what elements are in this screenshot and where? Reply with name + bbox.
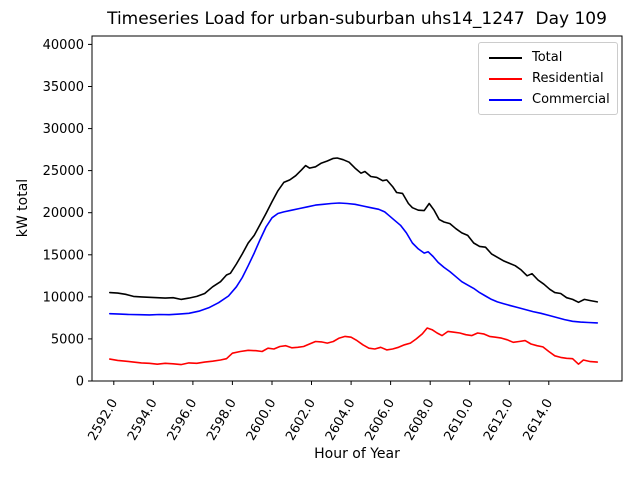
legend-line-sample	[489, 56, 522, 59]
legend: Total Residential Commercial	[478, 42, 618, 115]
y-tick-label: 25000	[43, 164, 84, 179]
y-tick-label: 0	[76, 375, 84, 390]
axes-spines	[91, 35, 623, 382]
legend-line-sample	[489, 77, 522, 80]
y-axis-label: kW total	[15, 178, 31, 238]
y-tick-label: 10000	[43, 290, 84, 305]
series-line-commercial	[109, 202, 599, 324]
x-tick-label: 2594.0	[125, 397, 161, 444]
legend-label: Commercial	[532, 92, 610, 107]
x-tick-label: 2600.0	[244, 397, 280, 444]
series-line-total	[109, 157, 599, 304]
legend-entry-residential: Residential	[489, 72, 607, 85]
x-tick-label: 2610.0	[441, 397, 477, 444]
chart-title: Timeseries Load for urban-suburban uhs14…	[107, 9, 607, 29]
legend-entry-commercial: Commercial	[489, 92, 610, 107]
series-line-residential	[109, 327, 599, 366]
y-tick-label: 5000	[51, 332, 84, 347]
x-tick-label: 2604.0	[323, 397, 359, 444]
x-axis-label: Hour of Year	[314, 446, 400, 462]
x-tick-label: 2608.0	[402, 397, 438, 444]
y-tick-label: 35000	[43, 80, 84, 95]
legend-entry-total: Total	[489, 51, 607, 64]
legend-line-sample	[489, 98, 522, 101]
y-tick-label: 20000	[43, 206, 84, 221]
x-tick-label: 2606.0	[362, 397, 398, 444]
x-tick-label: 2614.0	[521, 397, 557, 444]
x-tick-label: 2602.0	[283, 397, 319, 444]
legend-label: Residential	[532, 71, 604, 86]
x-tick-label: 2598.0	[204, 397, 240, 444]
x-tick-label: 2596.0	[165, 397, 201, 444]
y-tick-label: 15000	[43, 248, 84, 263]
legend-label: Total	[532, 50, 563, 65]
x-tick-label: 2592.0	[86, 397, 122, 444]
y-tick-label: 30000	[43, 122, 84, 137]
y-tick-label: 40000	[43, 38, 84, 53]
x-tick-label: 2612.0	[481, 397, 517, 444]
